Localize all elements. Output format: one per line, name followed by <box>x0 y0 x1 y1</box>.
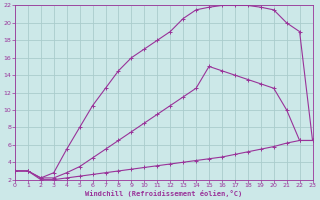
X-axis label: Windchill (Refroidissement éolien,°C): Windchill (Refroidissement éolien,°C) <box>85 190 242 197</box>
